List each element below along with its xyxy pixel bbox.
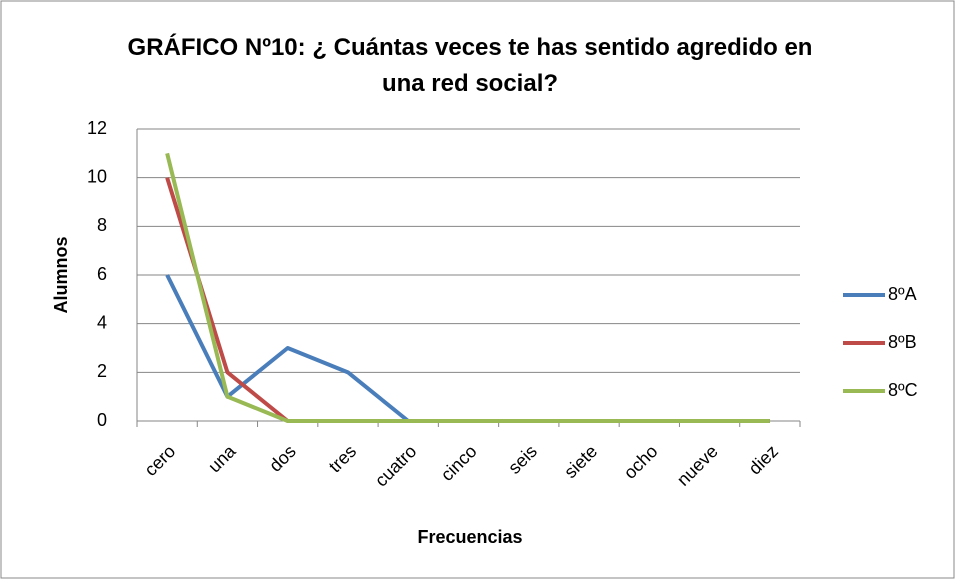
chart-title: GRÁFICO Nº10: ¿ Cuántas veces te has sen… [127, 34, 813, 97]
legend-label: 8ºC [888, 380, 918, 400]
legend-label: 8ºB [888, 332, 917, 352]
x-tick-label: siete [560, 441, 601, 482]
x-tick-label: cuatro [371, 441, 421, 491]
x-tick-label: dos [265, 441, 300, 476]
y-tick-label: 0 [97, 410, 107, 430]
x-tick-label: cinco [437, 441, 481, 485]
y-tick-label: 2 [97, 361, 107, 381]
series-line [165, 177, 770, 423]
x-tick-label: nueve [673, 441, 722, 490]
y-tick-label: 6 [97, 264, 107, 284]
y-tick-label: 8 [97, 215, 107, 235]
y-axis-label: Alumnos [51, 236, 71, 313]
y-tick-label: 4 [97, 312, 107, 332]
x-tick-label: cero [140, 441, 179, 480]
x-tick-label: tres [325, 441, 360, 476]
x-tick-label: una [204, 440, 240, 476]
legend-label: 8ºA [888, 284, 917, 304]
x-tick-label: ocho [620, 441, 662, 483]
series-line [165, 152, 770, 423]
x-tick-label: diez [745, 441, 782, 478]
y-tick-label: 10 [87, 166, 107, 186]
x-axis-label: Frecuencias [417, 527, 522, 547]
x-tick-label: seis [504, 441, 541, 478]
y-tick-label: 12 [87, 118, 107, 138]
